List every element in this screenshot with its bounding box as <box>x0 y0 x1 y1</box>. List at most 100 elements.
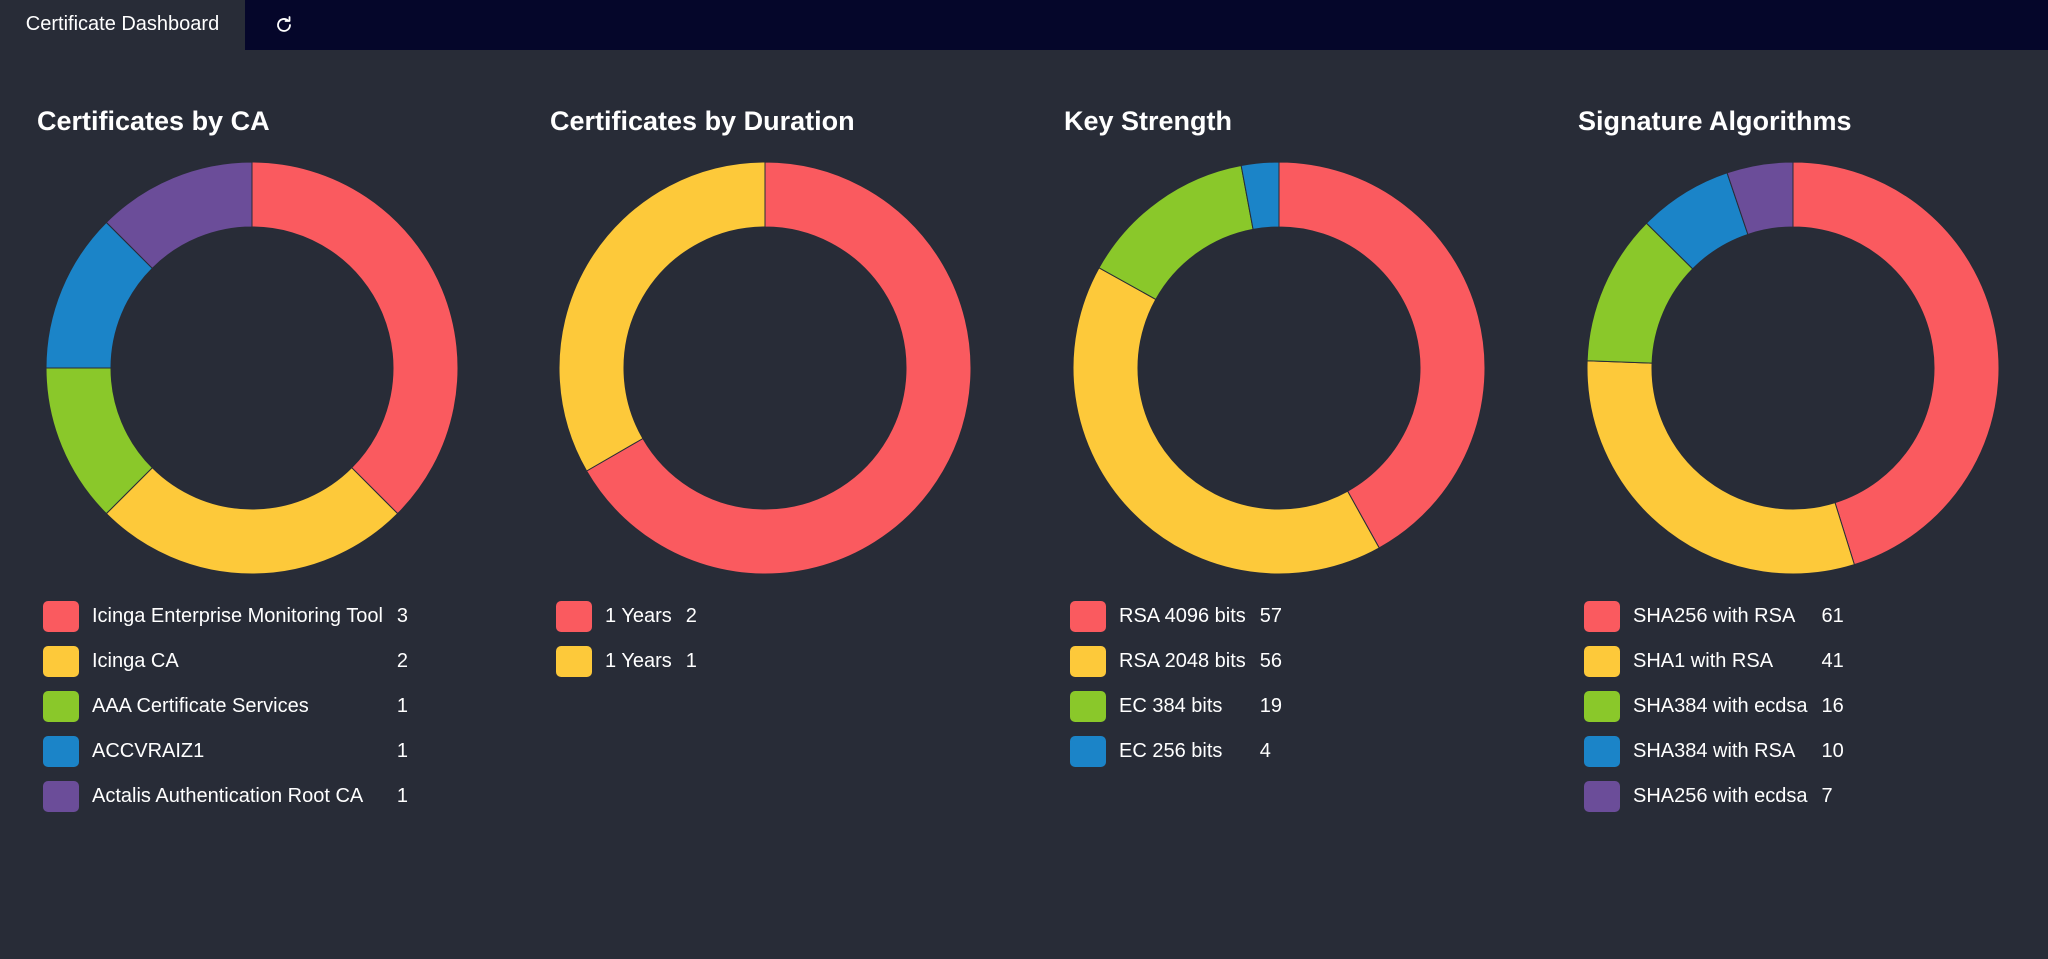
legend-label: Actalis Authentication Root CA <box>92 785 364 807</box>
legend-item: SHA384 with ecdsa 16 <box>1584 684 1844 729</box>
legend-item: SHA256 with RSA 61 <box>1584 594 1844 639</box>
legend-swatch <box>43 646 79 677</box>
legend-item: SHA1 with RSA 41 <box>1584 639 1844 684</box>
legend-label: Icinga CA <box>92 650 179 672</box>
legend-label: AAA Certificate Services <box>92 695 309 717</box>
legend-label: SHA1 with RSA <box>1633 650 1774 672</box>
donut-chart <box>45 161 459 575</box>
legend-swatch-cell <box>1070 639 1106 684</box>
chart-title: Signature Algorithms <box>1578 106 1852 136</box>
legend-swatch-cell <box>1584 774 1620 819</box>
legend-label: Icinga Enterprise Monitoring Tool <box>92 605 383 627</box>
legend-value: 7 <box>1821 785 1833 807</box>
chart-panel: Key Strength RSA 4096 bits 57 RSA 2048 bits… <box>1064 0 1564 900</box>
legend-swatch-cell <box>43 684 79 729</box>
donut-chart <box>558 161 972 575</box>
legend-swatch-cell <box>1070 729 1106 774</box>
legend-value: 2 <box>685 605 697 627</box>
legend-value: 3 <box>396 605 409 627</box>
legend-swatch <box>1070 646 1106 677</box>
legend-swatch <box>43 601 79 632</box>
legend-item: Icinga CA 2 <box>43 639 408 684</box>
legend-value: 2 <box>396 650 409 672</box>
legend-item: 1 Years 2 <box>556 594 697 639</box>
legend-item: SHA256 with ecdsa 7 <box>1584 774 1844 819</box>
legend-swatch-cell <box>556 639 592 684</box>
donut-slice <box>1586 360 1856 575</box>
legend-swatch <box>43 736 79 767</box>
legend-label: EC 384 bits <box>1119 695 1223 717</box>
legend-label: RSA 2048 bits <box>1119 650 1246 672</box>
legend-swatch <box>43 691 79 722</box>
legend: SHA256 with RSA 61 SHA1 with RSA 41 SHA384 w… <box>1584 594 1844 819</box>
chart-title: Certificates by CA <box>37 106 270 136</box>
legend-swatch <box>43 781 79 812</box>
donut-slice <box>251 161 459 515</box>
legend-swatch <box>1584 601 1620 632</box>
tab[interactable]: Certificate Dashboard <box>0 0 245 50</box>
legend-label: ACCVRAIZ1 <box>92 740 205 762</box>
legend-swatch <box>556 601 592 632</box>
donut-slice <box>585 161 972 575</box>
legend-item: RSA 4096 bits 57 <box>1070 594 1282 639</box>
legend-swatch <box>1070 601 1106 632</box>
legend-label: EC 256 bits <box>1119 740 1223 762</box>
legend-swatch <box>1070 736 1106 767</box>
chart-panel: Certificates by Duration 1 Years 2 1 Years 1 <box>550 0 1050 900</box>
legend-item: 1 Years 1 <box>556 639 697 684</box>
legend-label: SHA256 with RSA <box>1633 605 1796 627</box>
legend-swatch-cell <box>1584 684 1620 729</box>
donut-slice <box>558 161 766 472</box>
legend-item: ACCVRAIZ1 1 <box>43 729 408 774</box>
legend-swatch-cell <box>43 729 79 774</box>
legend-value: 57 <box>1259 605 1282 627</box>
legend-label: RSA 4096 bits <box>1119 605 1246 627</box>
top-bar: Certificate Dashboard <box>0 0 2048 50</box>
legend-item: SHA384 with RSA 10 <box>1584 729 1844 774</box>
legend-swatch-cell <box>1584 594 1620 639</box>
legend-item: EC 256 bits 4 <box>1070 729 1282 774</box>
donut-slice <box>105 466 399 575</box>
chart-panel: Certificates by CA Icinga Enterprise Moni… <box>37 0 537 900</box>
legend-swatch-cell <box>1070 594 1106 639</box>
legend-swatch <box>556 646 592 677</box>
donut-slice <box>1240 161 1280 230</box>
legend-item: Actalis Authentication Root CA 1 <box>43 774 408 819</box>
legend-swatch-cell <box>43 774 79 819</box>
legend-label: SHA384 with RSA <box>1633 740 1796 762</box>
chart-title: Certificates by Duration <box>550 106 855 136</box>
legend-item: Icinga Enterprise Monitoring Tool 3 <box>43 594 408 639</box>
legend-value: 56 <box>1259 650 1282 672</box>
legend-swatch <box>1584 646 1620 677</box>
refresh-button[interactable] <box>272 13 296 37</box>
donut-slice <box>1072 267 1380 575</box>
legend-value: 4 <box>1259 740 1271 762</box>
legend-swatch-cell <box>1584 729 1620 774</box>
legend-item: AAA Certificate Services 1 <box>43 684 408 729</box>
legend-value: 1 <box>396 785 409 807</box>
legend: Icinga Enterprise Monitoring Tool 3 Icinga… <box>43 594 408 819</box>
legend-swatch-cell <box>1584 639 1620 684</box>
legend-label: 1 Years <box>605 650 672 672</box>
legend-label: SHA384 with ecdsa <box>1633 695 1808 717</box>
donut-slice <box>105 161 253 270</box>
legend-swatch <box>1584 691 1620 722</box>
legend-swatch-cell <box>556 594 592 639</box>
legend-value: 61 <box>1821 605 1844 627</box>
legend-value: 41 <box>1821 650 1844 672</box>
legend-value: 10 <box>1821 740 1844 762</box>
legend-value: 1 <box>396 740 409 762</box>
legend-value: 1 <box>396 695 409 717</box>
legend-swatch-cell <box>1070 684 1106 729</box>
legend-value: 16 <box>1821 695 1844 717</box>
legend-label: 1 Years <box>605 605 672 627</box>
legend-swatch-cell <box>43 594 79 639</box>
donut-slice <box>1278 161 1486 549</box>
donut-slice <box>1792 161 2000 566</box>
donut-chart <box>1586 161 2000 575</box>
chart-title: Key Strength <box>1064 106 1233 136</box>
legend-value: 1 <box>685 650 697 672</box>
chart-panel: Signature Algorithms SHA256 with RSA 61 SHA… <box>1578 0 2048 900</box>
legend-swatch <box>1070 691 1106 722</box>
